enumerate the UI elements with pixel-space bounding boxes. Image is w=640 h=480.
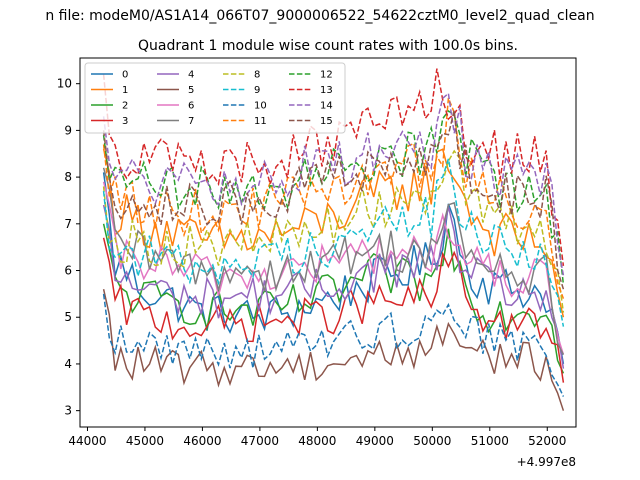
y-tick-label: 7	[64, 217, 72, 231]
x-tick-label: 50000	[413, 434, 451, 448]
series-line-3	[102, 237, 565, 383]
y-tick-label: 5	[64, 310, 72, 324]
legend-label-3: 3	[122, 116, 128, 127]
series-line-7	[102, 167, 565, 355]
legend-label-12: 12	[320, 70, 333, 81]
series-line-13	[102, 68, 565, 266]
series-line-6	[102, 181, 565, 355]
y-tick-label: 3	[64, 404, 72, 418]
x-tick-label: 46000	[183, 434, 221, 448]
legend-label-15: 15	[320, 116, 333, 127]
x-tick-label: 45000	[126, 434, 164, 448]
x-tick-label: 49000	[356, 434, 394, 448]
series-line-11	[102, 97, 565, 299]
legend-label-11: 11	[254, 116, 267, 127]
legend-label-0: 0	[122, 70, 128, 81]
series-line-2	[102, 223, 565, 374]
y-tick-label: 8	[64, 170, 72, 184]
axes-frame	[79, 57, 577, 428]
legend-label-6: 6	[188, 101, 194, 112]
series-layer	[102, 68, 565, 411]
x-tick-label: 47000	[241, 434, 279, 448]
x-tick-label: 52000	[528, 434, 566, 448]
x-tick-label: 48000	[298, 434, 336, 448]
x-tick-label: 51000	[471, 434, 509, 448]
x-tick-label: 44000	[68, 434, 106, 448]
series-line-10	[102, 293, 565, 397]
y-tick-label: 10	[57, 77, 72, 91]
legend-label-13: 13	[320, 85, 333, 96]
series-line-9	[102, 158, 565, 327]
axes-layer: 44000 45000 46000 47000 48000 49000 50000 51000…	[57, 77, 567, 448]
x-offset-label: +4.997e8	[517, 455, 576, 469]
y-tick-label: 6	[64, 264, 72, 278]
series-line-4	[102, 204, 565, 369]
series-line-0	[102, 172, 565, 365]
legend-label-4: 4	[188, 70, 194, 81]
legend-label-14: 14	[320, 101, 333, 112]
legend-label-1: 1	[122, 85, 128, 96]
figure-suptitle: n file: modeM0/AS1A14_066T07_9000006522_…	[45, 8, 594, 24]
legend-label-7: 7	[188, 116, 194, 127]
y-tick-label: 4	[64, 357, 72, 371]
legend-label-10: 10	[254, 101, 267, 112]
y-tick-label: 9	[64, 123, 72, 137]
legend-label-8: 8	[254, 70, 260, 81]
legend-label-5: 5	[188, 85, 194, 96]
series-line-14	[102, 91, 565, 276]
series-line-8	[102, 149, 565, 313]
series-line-12	[102, 109, 565, 285]
legend-box	[84, 62, 346, 134]
legend-label-2: 2	[122, 101, 128, 112]
legend-label-9: 9	[254, 85, 260, 96]
series-line-5	[102, 289, 565, 411]
chart-title: Quadrant 1 module wise count rates with …	[138, 38, 518, 54]
series-line-15	[102, 110, 565, 290]
